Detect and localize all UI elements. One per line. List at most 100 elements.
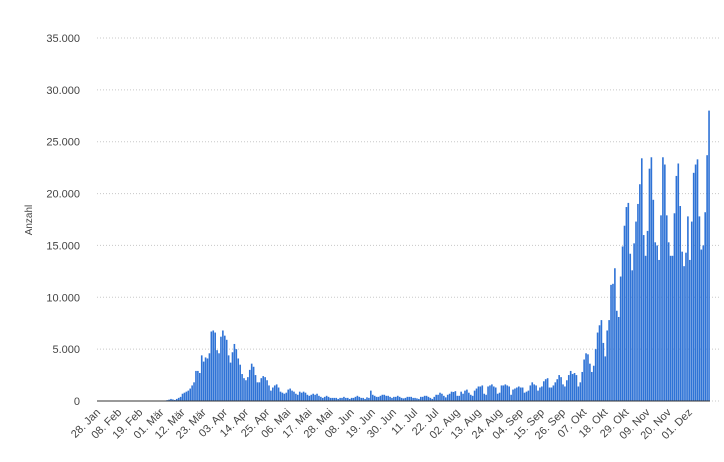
bar [295,393,297,401]
bar [479,386,482,401]
bar [373,395,376,401]
bar [170,398,172,401]
bar [354,396,357,401]
bar [227,355,230,401]
bar [341,397,343,401]
bar [329,397,332,401]
bar [610,284,612,401]
bar [316,393,318,401]
bar [270,390,272,401]
bar [700,249,703,401]
bar [279,391,282,401]
bar [281,392,284,401]
bar [427,396,430,401]
bar [412,397,414,401]
bar [646,230,649,401]
bar [521,387,524,401]
bar [362,397,364,401]
bar [702,245,705,401]
bar [174,399,176,401]
bar [346,397,349,401]
bar [696,159,699,401]
bar [683,266,685,401]
bar [654,242,657,401]
bar [452,391,455,401]
bar [314,394,316,401]
bar [337,398,339,401]
bar [469,394,472,401]
bar [664,164,666,401]
bar [197,370,199,401]
bar [199,372,201,401]
bar [527,390,530,401]
bar [241,374,243,401]
bar [633,243,635,401]
y-axis-label: Anzahl [24,205,35,236]
bar [631,270,633,401]
bar [437,394,439,401]
bar [223,335,226,401]
bar [277,387,280,401]
bar [348,398,351,401]
bar [706,155,708,401]
bar [345,397,347,401]
bar [400,397,403,401]
bar [639,184,641,401]
bar [273,385,276,401]
bar [591,371,593,401]
bar [471,395,474,401]
y-tick-label: 0 [74,396,80,408]
y-tick-label: 5.000 [52,344,80,356]
bar [321,397,324,401]
bar [498,392,501,401]
bar [356,395,359,401]
bar [460,391,462,401]
bar [566,380,568,401]
bar [393,396,395,401]
bar [694,164,697,401]
bar [406,396,409,401]
bar [598,325,601,401]
bar [414,397,416,401]
bar [608,320,610,401]
bar [185,391,188,401]
bar [243,378,245,401]
bar [189,388,192,401]
bar [383,394,386,401]
bar [567,375,570,401]
bar [541,386,543,401]
bar [260,378,263,401]
bar [583,359,585,401]
bar [431,398,434,401]
bar [233,343,236,401]
bar [537,390,539,401]
bar [375,396,378,401]
bar [214,332,216,401]
bar [308,395,311,401]
bar [272,387,274,401]
bar [564,386,566,401]
bar [248,369,251,401]
bar [252,366,255,401]
bar [640,158,643,401]
bar [512,389,514,401]
bar [204,357,207,401]
bar [579,382,582,401]
bar [254,375,257,401]
bar [364,398,366,401]
bar [675,175,678,401]
bar [441,393,443,401]
bar [389,396,391,401]
bar [698,216,701,401]
bar [385,395,388,401]
bar [575,375,578,401]
bar [202,361,205,401]
bar [458,395,461,401]
bar [283,393,286,401]
bar [548,387,551,401]
bar [358,396,361,401]
bar [398,396,401,401]
bar [681,251,683,401]
bar [298,391,301,401]
